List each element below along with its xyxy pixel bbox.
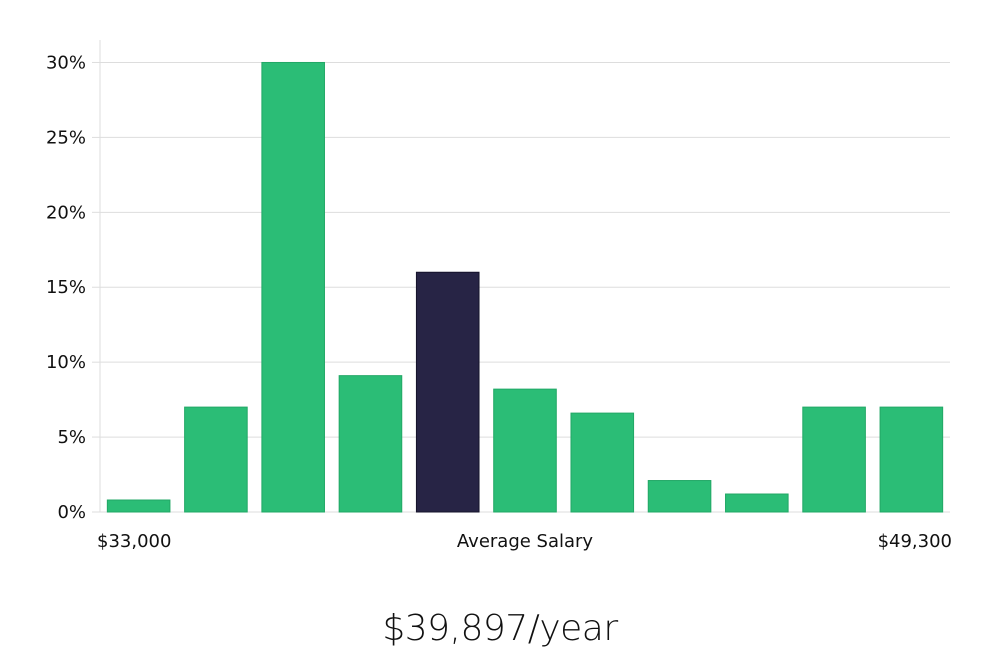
- bar: [802, 406, 866, 513]
- bar: [261, 61, 325, 513]
- bar-highlight: [415, 271, 480, 513]
- x-label-max: $49,300: [878, 531, 952, 552]
- y-tick-label: 25%: [46, 127, 86, 148]
- bar: [725, 493, 789, 513]
- x-label-center: Average Salary: [457, 531, 594, 552]
- y-tick-label: 5%: [57, 427, 86, 448]
- bar: [647, 480, 712, 513]
- y-tick-label: 15%: [46, 277, 86, 298]
- average-salary-value: $39,897/year: [382, 608, 618, 649]
- y-tick-label: 0%: [57, 502, 86, 523]
- bar: [570, 412, 635, 513]
- y-tick-label: 10%: [46, 352, 86, 373]
- y-tick-label: 20%: [46, 202, 86, 223]
- salary-distribution-chart: 0% 5% 10% 15% 20% 25% 30% $33,000 Average Salary…: [46, 40, 952, 552]
- bar: [493, 388, 557, 513]
- bar: [184, 406, 248, 513]
- bar: [879, 406, 944, 513]
- bar: [338, 375, 403, 513]
- x-label-min: $33,000: [97, 531, 171, 552]
- y-tick-label: 30%: [46, 52, 86, 73]
- bar: [106, 499, 171, 513]
